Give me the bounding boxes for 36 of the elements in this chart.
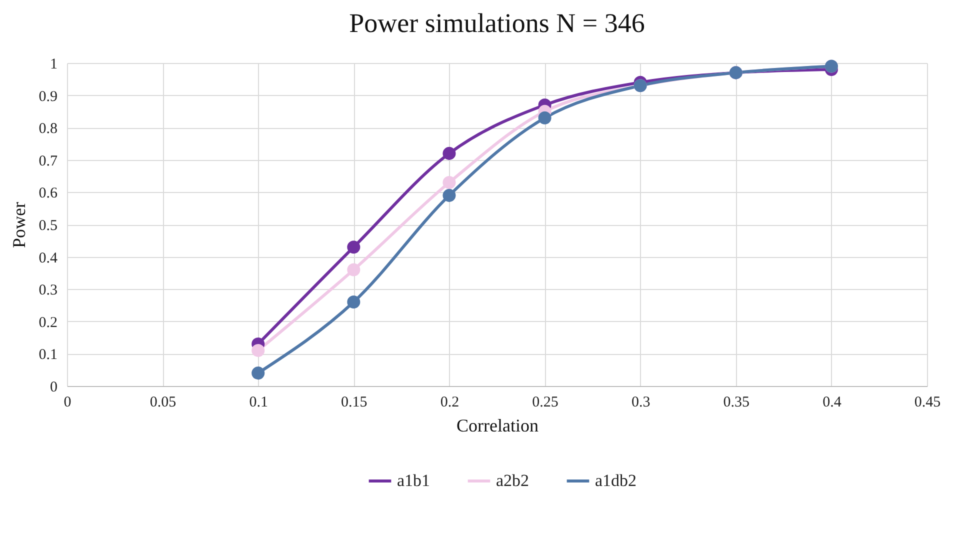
point (252, 366, 265, 380)
y-tick-label: 1 (50, 56, 58, 72)
chart-title: Power simulations N = 346 (349, 8, 645, 38)
y-tick-label: 0.9 (38, 88, 58, 105)
y-tick-label: 0.7 (38, 153, 58, 170)
x-tick-label: 0.25 (532, 394, 558, 410)
y-tick-label: 0 (50, 380, 58, 396)
legend-label: a1db2 (595, 471, 637, 490)
x-axis-title: Correlation (456, 416, 538, 436)
x-tick-label: 0.35 (723, 394, 750, 410)
x-tick-label: 0.15 (341, 394, 368, 410)
y-tick-label: 0.3 (38, 282, 58, 299)
point (442, 176, 456, 190)
x-tick-label: 0.3 (631, 394, 650, 410)
point (347, 263, 360, 276)
y-tick-label: 0.4 (38, 250, 58, 266)
y-tick-label: 0.1 (38, 347, 58, 364)
point (252, 344, 265, 357)
x-tick-label: 0.05 (150, 394, 176, 410)
x-tick-label: 0.2 (440, 394, 460, 410)
point (442, 188, 456, 202)
x-tick-label: 0.4 (822, 394, 842, 410)
x-tick-label: 0 (64, 394, 72, 410)
y-axis-title: Power (8, 202, 29, 248)
y-tick-label: 0.6 (38, 186, 58, 202)
legend-label: a1b1 (397, 471, 430, 490)
point (347, 240, 360, 254)
legend-label: a2b2 (496, 471, 530, 490)
y-tick-label: 0.8 (38, 121, 58, 138)
x-tick-label: 0.45 (914, 394, 941, 410)
point (347, 296, 360, 309)
x-tick-label: 0.1 (249, 394, 268, 410)
point (442, 146, 456, 160)
point (538, 111, 552, 124)
y-tick-label: 0.2 (38, 314, 58, 331)
y-tick-label: 0.5 (38, 218, 58, 234)
